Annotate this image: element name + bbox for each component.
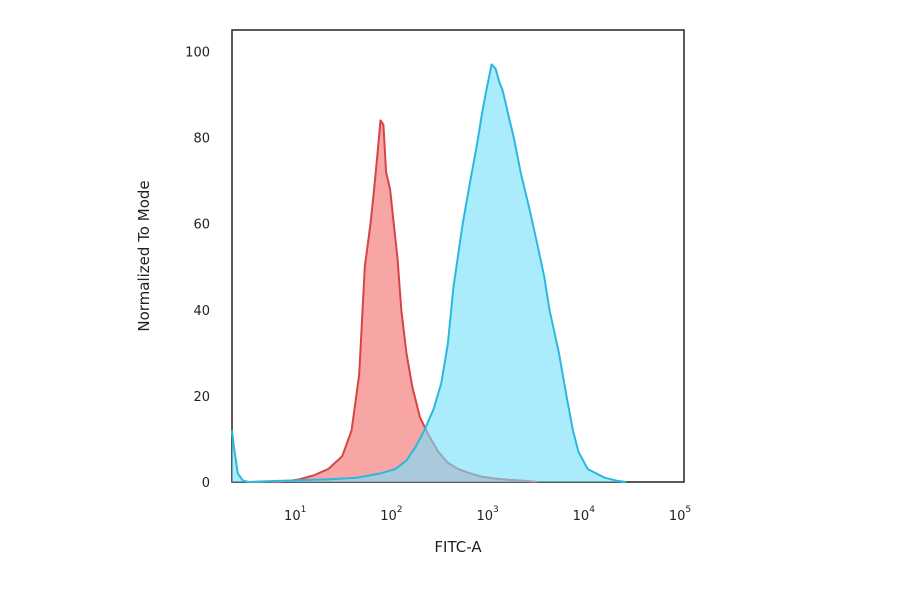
y-tick-label: 20 — [193, 390, 210, 405]
series-2-area — [232, 64, 627, 483]
series-layer — [231, 63, 627, 483]
y-tick-label: 80 — [193, 132, 210, 147]
x-axis-title: FITC-A — [434, 538, 482, 556]
x-tick-label: 105 — [669, 505, 691, 524]
x-tick-label: 102 — [380, 505, 402, 524]
x-tick-label: 103 — [476, 505, 498, 524]
y-tick-label: 100 — [185, 46, 210, 61]
x-tick-label: 101 — [284, 505, 306, 524]
x-tick-label: 104 — [573, 505, 596, 524]
y-axis-title: Normalized To Mode — [135, 180, 153, 331]
series-1-area — [270, 120, 538, 483]
y-tick-label: 0 — [202, 476, 210, 491]
ticks-layer: 0 20 40 60 80 100 101 102 103 104 105 — [185, 46, 691, 525]
y-tick-label: 60 — [193, 218, 210, 233]
y-tick-label: 40 — [193, 304, 210, 319]
series-2-line — [231, 63, 627, 483]
